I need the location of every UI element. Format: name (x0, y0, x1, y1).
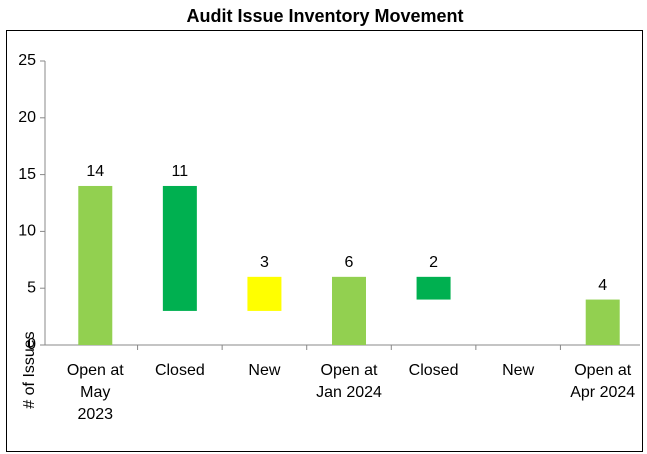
x-tick-label: Open at May 2023 (66, 362, 124, 423)
x-tick-label: Open at Apr 2024 (570, 362, 636, 401)
y-tick-label: 10 (18, 223, 36, 240)
data-label: 4 (598, 277, 607, 294)
data-label: 3 (260, 254, 269, 271)
y-tick-label: 20 (18, 109, 36, 126)
y-tick-label: 0 (27, 336, 36, 353)
bar (332, 276, 366, 345)
data-label: 11 (172, 163, 189, 180)
y-tick-label: 5 (27, 279, 36, 296)
bar (247, 276, 282, 311)
data-label: 14 (86, 163, 104, 180)
data-label: 2 (429, 254, 438, 271)
x-tick-label: New (502, 362, 535, 379)
y-tick-label: 15 (18, 166, 36, 183)
y-axis-label: # of Issues (21, 331, 38, 408)
bar (585, 299, 620, 345)
bar (416, 276, 451, 300)
bar (78, 185, 113, 345)
x-tick-label: Open at Jan 2024 (316, 362, 382, 401)
bar (162, 185, 197, 311)
x-tick-label: New (248, 362, 281, 379)
data-label: 6 (345, 254, 354, 271)
x-tick-label: Closed (408, 362, 459, 379)
chart-title: Audit Issue Inventory Movement (186, 6, 463, 26)
y-tick-label: 25 (18, 52, 36, 69)
x-tick-label: Closed (154, 362, 205, 379)
chart-border (6, 30, 643, 452)
